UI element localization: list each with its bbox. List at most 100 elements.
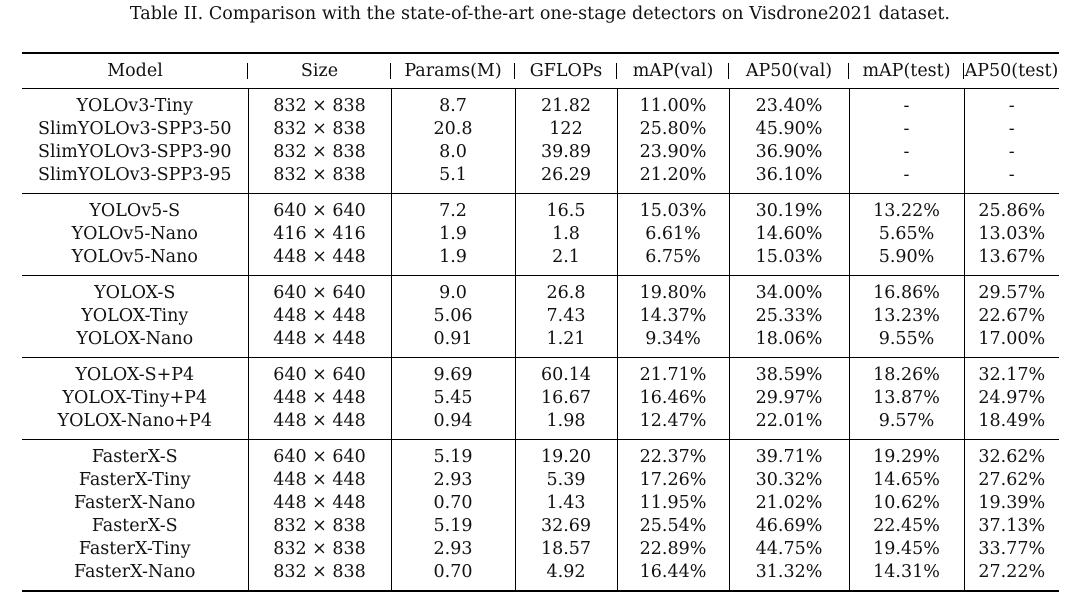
table-cell: 39.89	[515, 141, 618, 164]
table-cell: 1.9	[391, 246, 516, 276]
table-cell: 5.06	[391, 305, 516, 328]
column-header: Params(M)	[391, 53, 515, 89]
table-cell: 34.00%	[729, 275, 850, 305]
table-cell: 5.39	[515, 469, 618, 492]
table-cell: 14.31%	[849, 561, 965, 591]
table-cell: 27.62%	[978, 470, 1046, 490]
table-cell: 22.67%	[978, 306, 1046, 326]
table-cell: 448 × 448	[248, 305, 392, 328]
table-row: FasterX-Tiny 832 × 838 2.93 18.57 22.89% 44.7…	[22, 538, 1059, 561]
table-cell: 832 × 838	[248, 164, 392, 194]
table-cell: 37.13%	[978, 516, 1046, 536]
column-header: mAP(val)	[617, 53, 729, 89]
table-row: YOLOX-Tiny 448 × 448 5.06 7.43 14.37% 25.33% 1…	[22, 305, 1059, 328]
table-cell: FasterX-S	[22, 515, 249, 538]
table-cell: 416 × 416	[248, 223, 392, 246]
table-cell: 13.22%	[849, 193, 965, 223]
table-cell: 30.32%	[729, 469, 850, 492]
table-row: SlimYOLOv3-SPP3-50 832 × 838 20.8 122 25.80%…	[22, 118, 1059, 141]
table-cell: 5.1	[391, 164, 516, 194]
row-group: YOLOX-S+P4 640 × 640 9.69 60.14 21.71% 38.59%…	[22, 357, 1059, 440]
table-cell: 0.70	[391, 492, 516, 515]
table-cell: 13.03%	[978, 224, 1046, 244]
table-cell: 1.9	[391, 223, 516, 246]
table-cell: 39.71%	[729, 439, 850, 469]
table-cell: 448 × 448	[248, 469, 392, 492]
table-cell: 6.61%	[617, 223, 730, 246]
table-cell: 8.7	[391, 88, 516, 118]
table-cell: 16.44%	[617, 561, 730, 591]
table-cell: 9.55%	[849, 328, 965, 358]
table-cell: -	[849, 118, 965, 141]
table-row: YOLOX-Nano+P4 448 × 448 0.94 1.98 12.47% 22.0…	[22, 410, 1059, 440]
table-cell: 20.8	[391, 118, 516, 141]
table-cell: 10.62%	[849, 492, 965, 515]
table-cell: -	[1008, 142, 1015, 162]
table-cell: 21.71%	[617, 357, 730, 387]
table-cell: 21.02%	[729, 492, 850, 515]
table-cell: 18.57	[515, 538, 618, 561]
table-header: Model Size Params(M) GFLOPs mAP(val) AP50(val…	[22, 53, 1059, 89]
table-cell: 1.43	[515, 492, 618, 515]
table-cell: FasterX-Nano	[22, 561, 249, 591]
table-cell: -	[1008, 165, 1015, 185]
table-cell: 9.34%	[617, 328, 730, 358]
table-cell: 14.65%	[849, 469, 965, 492]
table-cell: 19.39%	[978, 493, 1046, 513]
table-cell: 29.57%	[978, 283, 1046, 303]
table-cell: 832 × 838	[248, 538, 392, 561]
table-cell: YOLOv5-Nano	[22, 223, 249, 246]
table-cell: 0.94	[391, 410, 516, 440]
table-cell: 16.86%	[849, 275, 965, 305]
table-cell: 32.62%	[978, 447, 1046, 467]
table-cell: -	[849, 141, 965, 164]
table-cell: 25.33%	[729, 305, 850, 328]
table-row: YOLOv5-S 640 × 640 7.2 16.5 15.03% 30.19% 13.2…	[22, 193, 1059, 223]
row-group: YOLOX-S 640 × 640 9.0 26.8 19.80% 34.00% 16.86…	[22, 275, 1059, 358]
table-cell: FasterX-Nano	[22, 492, 249, 515]
table-caption: Table II. Comparison with the state-of-t…	[129, 4, 951, 24]
table-row: YOLOv5-Nano 416 × 416 1.9 1.8 6.61% 14.60% 5.6…	[22, 223, 1059, 246]
table-cell: 44.75%	[729, 538, 850, 561]
table-cell: 7.43	[515, 305, 618, 328]
table-cell: 25.86%	[978, 201, 1046, 221]
table-cell: 832 × 838	[248, 141, 392, 164]
header-row: Model Size Params(M) GFLOPs mAP(val) AP50(val…	[22, 53, 1059, 89]
table-cell: 448 × 448	[248, 387, 392, 410]
table-cell: 33.77%	[978, 539, 1046, 559]
table-cell: 18.26%	[849, 357, 965, 387]
table-row: YOLOX-Tiny+P4 448 × 448 5.45 16.67 16.46% 29.…	[22, 387, 1059, 410]
table-row: YOLOX-Nano 448 × 448 0.91 1.21 9.34% 18.06% 9.…	[22, 328, 1059, 358]
table-cell: 36.90%	[729, 141, 850, 164]
table-cell: YOLOX-S	[22, 275, 249, 305]
table-cell: 6.75%	[617, 246, 730, 276]
table-cell: -	[849, 88, 965, 118]
table-cell: YOLOX-Nano+P4	[22, 410, 249, 440]
table-cell: YOLOv5-S	[22, 193, 249, 223]
table-cell: 5.65%	[849, 223, 965, 246]
comparison-table: Model Size Params(M) GFLOPs mAP(val) AP50(val…	[22, 52, 1059, 592]
table-cell: 14.60%	[729, 223, 850, 246]
table-cell: 21.82	[515, 88, 618, 118]
table-cell: 22.45%	[849, 515, 965, 538]
table-cell: 38.59%	[729, 357, 850, 387]
table-cell: 21.20%	[617, 164, 730, 194]
table-cell: 19.29%	[849, 439, 965, 469]
table-row: FasterX-S 640 × 640 5.19 19.20 22.37% 39.71% 1…	[22, 439, 1059, 469]
table-cell: 13.67%	[978, 247, 1046, 267]
table-cell: 23.40%	[729, 88, 850, 118]
table-cell: 32.69	[515, 515, 618, 538]
table-cell: 18.49%	[978, 411, 1046, 431]
table-cell: 17.26%	[617, 469, 730, 492]
table-cell: 36.10%	[729, 164, 850, 194]
table-cell: 5.19	[391, 515, 516, 538]
table-cell: 8.0	[391, 141, 516, 164]
table-cell: 11.00%	[617, 88, 730, 118]
table-cell: 25.54%	[617, 515, 730, 538]
table-cell: 22.89%	[617, 538, 730, 561]
row-group: YOLOv5-S 640 × 640 7.2 16.5 15.03% 30.19% 13.2…	[22, 193, 1059, 276]
table-cell: 18.06%	[729, 328, 850, 358]
table-cell: FasterX-S	[22, 439, 249, 469]
table-cell: 15.03%	[729, 246, 850, 276]
column-header: mAP(test)	[849, 53, 964, 89]
